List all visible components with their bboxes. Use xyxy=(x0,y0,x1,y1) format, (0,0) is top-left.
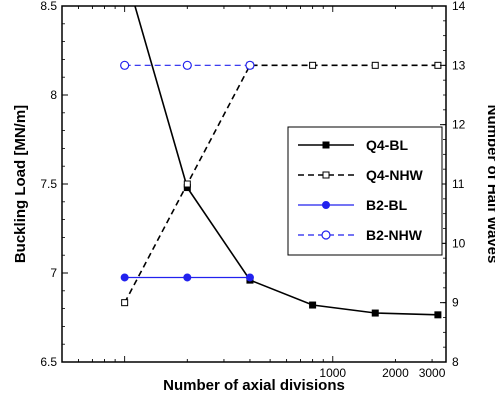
y-right-tick-label: 9 xyxy=(452,296,459,310)
data-point xyxy=(321,230,331,240)
data-point xyxy=(245,273,254,282)
axes: 6.5 7 7.5 8 8.5 8 9 10 11 12 13 14 1000 2000 3000 xyxy=(40,0,465,380)
y-axis-right-label: Number of Half Waves xyxy=(484,105,495,264)
data-point xyxy=(182,60,192,70)
plot-area xyxy=(120,6,442,319)
y-left-tick-label: 7.5 xyxy=(40,177,57,191)
legend-label: B2-BL xyxy=(366,197,408,213)
data-point xyxy=(322,171,330,179)
y-left-tick-label: 8 xyxy=(50,88,57,102)
y-right-tick-label: 13 xyxy=(452,58,466,72)
y-right-tick-label: 12 xyxy=(452,118,466,132)
x-tick-label: 3000 xyxy=(419,366,446,380)
legend-box xyxy=(287,126,443,256)
data-point xyxy=(245,60,255,70)
series-line-q4-nhw xyxy=(123,64,438,304)
data-point xyxy=(121,299,129,307)
data-point xyxy=(309,61,317,69)
legend-label: Q4-BL xyxy=(366,137,408,153)
legend: Q4-BL Q4-NHW B2-BL B2-NHW xyxy=(287,126,443,256)
x-axis-label: Number of axial divisions xyxy=(163,377,345,394)
data-point xyxy=(322,141,330,149)
x-tick-label: 1000 xyxy=(319,366,346,380)
y-right-tick-label: 14 xyxy=(452,0,466,13)
y-left-tick-label: 8.5 xyxy=(40,0,57,13)
y-axis-left-label: Buckling Load [MN/m] xyxy=(12,105,29,263)
data-point xyxy=(183,180,191,188)
y-right-tick-label: 8 xyxy=(452,355,459,369)
y-left-tick-label: 7 xyxy=(50,266,57,280)
data-point xyxy=(120,60,130,70)
y-left-tick-label: 6.5 xyxy=(40,355,57,369)
x-tick-label: 2000 xyxy=(382,366,409,380)
y-right-tick-label: 11 xyxy=(452,177,465,191)
data-point xyxy=(309,301,317,309)
data-point xyxy=(371,309,379,317)
data-point xyxy=(322,201,330,209)
y-right-tick-label: 10 xyxy=(452,236,466,250)
data-point xyxy=(120,273,129,282)
data-point xyxy=(183,273,192,282)
series-line-q4-bl xyxy=(134,6,438,316)
legend-label: B2-NHW xyxy=(366,227,423,243)
data-point xyxy=(371,61,379,69)
legend-label: Q4-NHW xyxy=(366,167,424,183)
data-point xyxy=(434,311,442,319)
